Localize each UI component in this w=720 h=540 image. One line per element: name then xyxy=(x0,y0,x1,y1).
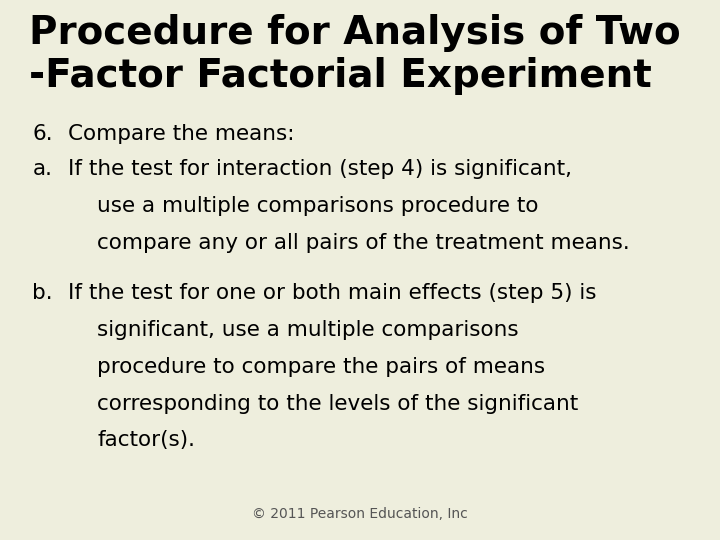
Text: © 2011 Pearson Education, Inc: © 2011 Pearson Education, Inc xyxy=(252,507,468,521)
Text: a.: a. xyxy=(32,159,53,179)
Text: Procedure for Analysis of Two: Procedure for Analysis of Two xyxy=(29,14,680,51)
Text: corresponding to the levels of the significant: corresponding to the levels of the signi… xyxy=(97,394,578,414)
Text: compare any or all pairs of the treatment means.: compare any or all pairs of the treatmen… xyxy=(97,233,630,253)
Text: b.: b. xyxy=(32,284,53,303)
Text: If the test for one or both main effects (step 5) is: If the test for one or both main effects… xyxy=(68,284,597,303)
Text: -Factor Factorial Experiment: -Factor Factorial Experiment xyxy=(29,57,652,94)
Text: If the test for interaction (step 4) is significant,: If the test for interaction (step 4) is … xyxy=(68,159,572,179)
Text: factor(s).: factor(s). xyxy=(97,430,195,450)
Text: significant, use a multiple comparisons: significant, use a multiple comparisons xyxy=(97,320,519,340)
Text: 6.: 6. xyxy=(32,124,53,144)
Text: procedure to compare the pairs of means: procedure to compare the pairs of means xyxy=(97,357,545,377)
Text: use a multiple comparisons procedure to: use a multiple comparisons procedure to xyxy=(97,196,539,216)
Text: Compare the means:: Compare the means: xyxy=(68,124,295,144)
